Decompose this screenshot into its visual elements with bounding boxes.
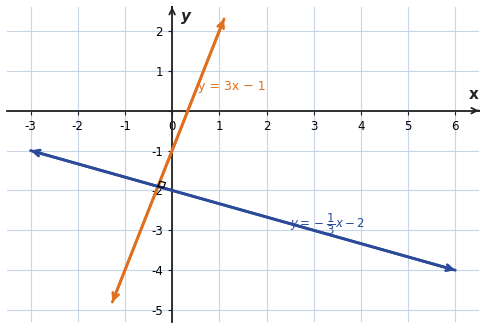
Text: $y = -\dfrac{1}{3}x - 2$: $y = -\dfrac{1}{3}x - 2$ [290,212,365,237]
Text: y = 3x − 1: y = 3x − 1 [198,80,266,93]
Text: x: x [469,87,479,102]
Text: y: y [181,9,190,24]
